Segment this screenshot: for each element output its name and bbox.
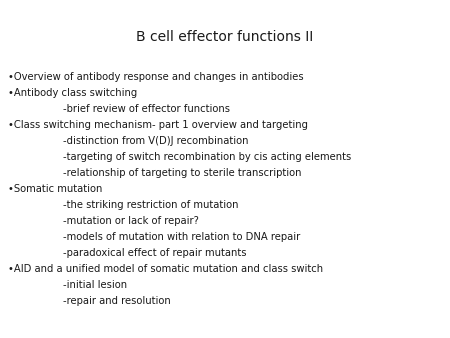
Text: -mutation or lack of repair?: -mutation or lack of repair? <box>63 216 199 226</box>
Text: -initial lesion: -initial lesion <box>63 280 127 290</box>
Text: -distinction from V(D)J recombination: -distinction from V(D)J recombination <box>63 136 248 146</box>
Text: •Somatic mutation: •Somatic mutation <box>8 184 103 194</box>
Text: •Overview of antibody response and changes in antibodies: •Overview of antibody response and chang… <box>8 72 304 82</box>
Text: -models of mutation with relation to DNA repair: -models of mutation with relation to DNA… <box>63 232 300 242</box>
Text: B cell effector functions II: B cell effector functions II <box>136 30 314 44</box>
Text: -paradoxical effect of repair mutants: -paradoxical effect of repair mutants <box>63 248 247 258</box>
Text: -the striking restriction of mutation: -the striking restriction of mutation <box>63 200 238 210</box>
Text: •Antibody class switching: •Antibody class switching <box>8 88 137 98</box>
Text: -targeting of switch recombination by cis acting elements: -targeting of switch recombination by ci… <box>63 152 351 162</box>
Text: •AID and a unified model of somatic mutation and class switch: •AID and a unified model of somatic muta… <box>8 264 323 274</box>
Text: -repair and resolution: -repair and resolution <box>63 296 171 306</box>
Text: •Class switching mechanism- part 1 overview and targeting: •Class switching mechanism- part 1 overv… <box>8 120 308 130</box>
Text: -brief review of effector functions: -brief review of effector functions <box>63 104 230 114</box>
Text: -relationship of targeting to sterile transcription: -relationship of targeting to sterile tr… <box>63 168 302 178</box>
